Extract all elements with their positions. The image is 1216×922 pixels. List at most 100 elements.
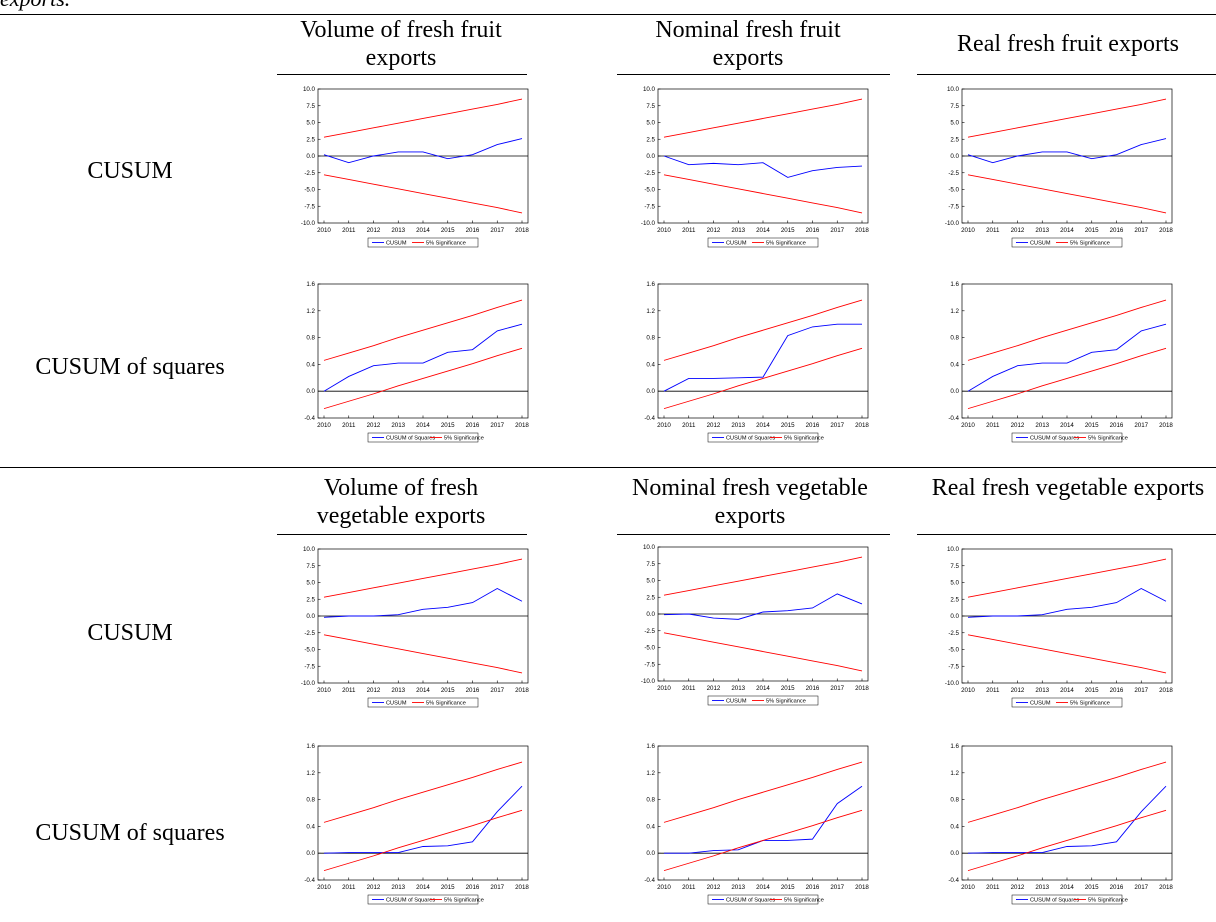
legend-label-statistic: CUSUM <box>1030 241 1051 247</box>
y-tick-label: 0.0 <box>646 388 655 395</box>
x-tick-label: 2013 <box>731 685 745 692</box>
y-tick-label: 0.8 <box>646 335 655 342</box>
statistic-series-line <box>967 138 1167 164</box>
significance-bound-line <box>663 174 863 214</box>
y-tick-label: 0.0 <box>306 613 315 620</box>
y-tick-label: 0.0 <box>646 611 655 618</box>
y-tick-label: 0.8 <box>950 797 959 804</box>
x-tick-label: 2014 <box>416 687 430 694</box>
legend-box <box>1011 432 1123 443</box>
y-tick-label: -5.0 <box>948 187 959 194</box>
x-tick-label: 2011 <box>986 884 1000 891</box>
legend-label-statistic: CUSUM <box>1030 701 1051 707</box>
y-tick-label: -5.0 <box>948 647 959 654</box>
x-tick-label: 2010 <box>657 422 671 429</box>
chart-panel: 1.6 1.2 0.8 0.4 0.0 -0.4 2010 2011 2012 2013 2014 2… <box>300 742 540 922</box>
legend-label-significance: 5% Significance <box>1088 898 1128 904</box>
y-tick-label: 1.2 <box>646 770 655 777</box>
x-tick-label: 2010 <box>317 884 331 891</box>
x-tick-label: 2012 <box>1011 884 1025 891</box>
chart-panel: 10.0 7.5 5.0 2.5 0.0 -2.5 -5.0 -7.5 -10.0 2010 201… <box>944 85 1184 265</box>
legend-box <box>367 894 479 905</box>
y-tick-label: 1.2 <box>306 308 315 315</box>
x-tick-label: 2017 <box>830 884 844 891</box>
y-tick-label: 1.6 <box>646 281 655 288</box>
y-tick-label: 2.5 <box>646 594 655 601</box>
statistic-series-line <box>323 588 523 618</box>
y-tick-label: -2.5 <box>948 170 959 177</box>
y-tick-label: 1.6 <box>306 281 315 288</box>
x-tick-label: 2011 <box>342 884 356 891</box>
section-divider <box>0 467 1216 468</box>
x-tick-label: 2011 <box>342 422 356 429</box>
y-tick-label: 0.4 <box>306 361 315 368</box>
x-tick-label: 2014 <box>1060 884 1074 891</box>
x-tick-label: 2013 <box>391 227 405 234</box>
column-header-nominal-fruit: Nominal fresh fruit exports <box>655 17 841 71</box>
row-label-cusum-squares-vegetable: CUSUM of squares <box>35 820 225 846</box>
x-tick-label: 2016 <box>1110 227 1124 234</box>
x-tick-label: 2013 <box>391 687 405 694</box>
legend-label-statistic: CUSUM <box>726 699 747 705</box>
x-tick-label: 2014 <box>1060 227 1074 234</box>
y-tick-label: -0.4 <box>644 877 655 884</box>
x-tick-label: 2015 <box>441 422 455 429</box>
chart-panel: 10.0 7.5 5.0 2.5 0.0 -2.5 -5.0 -7.5 -10.0 2010 201… <box>640 543 880 723</box>
y-tick-label: 1.6 <box>950 281 959 288</box>
x-tick-label: 2015 <box>441 227 455 234</box>
y-tick-label: 10.0 <box>947 86 960 93</box>
significance-bound-line <box>967 634 1167 674</box>
column-header-volume-vegetable: Volume of fresh vegetable exports <box>316 475 486 529</box>
y-tick-label: 0.4 <box>646 823 655 830</box>
x-tick-label: 2017 <box>490 227 504 234</box>
x-tick-label: 2016 <box>466 227 480 234</box>
x-tick-label: 2013 <box>391 884 405 891</box>
x-tick-label: 2016 <box>1110 884 1124 891</box>
y-tick-label: 7.5 <box>646 103 655 110</box>
chart-panel: 10.0 7.5 5.0 2.5 0.0 -2.5 -5.0 -7.5 -10.0 2010 201… <box>300 85 540 265</box>
column-header-volume-fruit: Volume of fresh fruit exports <box>300 17 502 71</box>
x-tick-label: 2015 <box>781 685 795 692</box>
significance-bound-line <box>663 556 863 596</box>
x-tick-label: 2014 <box>756 227 770 234</box>
x-tick-label: 2017 <box>490 687 504 694</box>
y-tick-label: 10.0 <box>947 546 960 553</box>
y-tick-label: 10.0 <box>643 544 656 551</box>
legend-label-significance: 5% Significance <box>1070 241 1110 247</box>
statistic-series-line <box>663 593 863 620</box>
x-tick-label: 2018 <box>1159 227 1173 234</box>
x-tick-label: 2018 <box>855 884 869 891</box>
y-tick-label: -10.0 <box>301 680 316 687</box>
x-tick-label: 2017 <box>1134 422 1148 429</box>
y-tick-label: -10.0 <box>945 220 960 227</box>
legend-label-significance: 5% Significance <box>766 241 806 247</box>
legend-label-significance: 5% Significance <box>1070 701 1110 707</box>
y-tick-label: 10.0 <box>643 86 656 93</box>
x-tick-label: 2010 <box>317 422 331 429</box>
row-label-cusum-vegetable: CUSUM <box>87 620 173 646</box>
y-tick-label: 1.2 <box>306 770 315 777</box>
y-tick-label: -0.4 <box>948 415 959 422</box>
plot-frame <box>317 283 529 419</box>
x-tick-label: 2015 <box>1085 227 1099 234</box>
x-tick-label: 2012 <box>707 685 721 692</box>
y-tick-label: -5.0 <box>644 645 655 652</box>
x-tick-label: 2018 <box>515 227 529 234</box>
y-tick-label: -2.5 <box>948 630 959 637</box>
table-top-rule <box>0 14 1216 15</box>
x-tick-label: 2010 <box>961 422 975 429</box>
legend-label-statistic: CUSUM <box>386 701 407 707</box>
legend-label-statistic: CUSUM of Squares <box>1030 436 1079 442</box>
y-tick-label: 7.5 <box>306 563 315 570</box>
x-tick-label: 2015 <box>1085 422 1099 429</box>
x-tick-label: 2016 <box>1110 687 1124 694</box>
chart-panel: 1.6 1.2 0.8 0.4 0.0 -0.4 2010 2011 2012 2013 2014 2… <box>300 280 540 460</box>
header-rule-nominal-fruit <box>617 74 890 75</box>
x-tick-label: 2010 <box>657 884 671 891</box>
x-tick-label: 2018 <box>1159 687 1173 694</box>
y-tick-label: 0.4 <box>950 823 959 830</box>
y-tick-label: -5.0 <box>304 647 315 654</box>
x-tick-label: 2014 <box>416 884 430 891</box>
